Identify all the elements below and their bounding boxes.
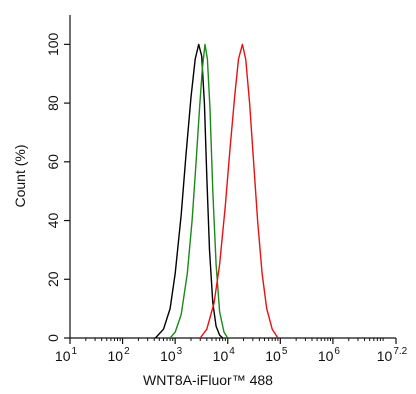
histogram-curve-1 (154, 43, 224, 339)
x-tick-label: 101 (55, 346, 78, 364)
y-tick-label: 20 (45, 271, 61, 287)
y-axis-label: Count (%) (12, 144, 28, 207)
x-tick-label: 103 (160, 346, 183, 364)
y-tick-label: 100 (45, 32, 61, 56)
x-tick-label: 102 (108, 346, 131, 364)
y-tick-label: 80 (45, 95, 61, 111)
x-tick-label: 104 (213, 346, 236, 364)
y-axis-ticks: 0 20 40 60 80 100 (45, 32, 70, 342)
y-tick-label: 40 (45, 213, 61, 229)
histogram-curves (154, 43, 279, 339)
x-tick-label: 106 (318, 346, 341, 364)
histogram-curve-3 (199, 43, 279, 339)
x-axis-label: WNT8A-iFluor™ 488 (143, 372, 273, 388)
y-tick-label: 0 (45, 334, 61, 342)
plot-frame (69, 15, 396, 339)
x-axis-ticks: 101 102 103 104 105 106 107.2 (55, 338, 408, 364)
x-tick-label: 105 (265, 346, 288, 364)
x-tick-label: 107.2 (377, 346, 408, 364)
histogram-curve-2 (169, 43, 229, 339)
y-tick-label: 60 (45, 154, 61, 170)
